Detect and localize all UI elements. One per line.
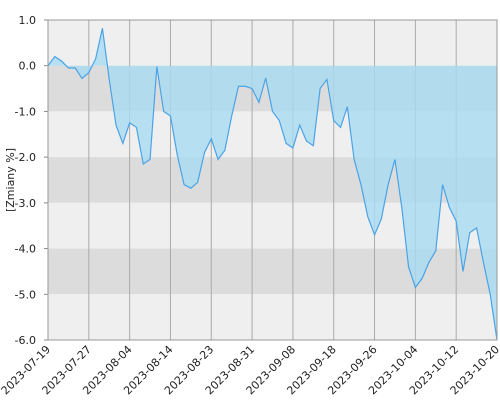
y-tick-label: -3.0 bbox=[15, 197, 36, 210]
area bbox=[48, 28, 497, 340]
band bbox=[48, 20, 497, 66]
line bbox=[47, 28, 498, 341]
y-tick-label: -6.0 bbox=[15, 334, 36, 347]
y-tick-label: -2.0 bbox=[15, 151, 36, 164]
y-axis-label: [Zmiany %] bbox=[4, 148, 17, 212]
plot-frame bbox=[47, 19, 498, 341]
band bbox=[48, 294, 497, 340]
y-tick-label: -5.0 bbox=[15, 288, 36, 301]
y-tick-label: -4.0 bbox=[15, 243, 36, 256]
y-tick-label: 1.0 bbox=[19, 14, 37, 27]
y-tick-label: 0.0 bbox=[19, 60, 37, 73]
y-tick-label: -1.0 bbox=[15, 105, 36, 118]
